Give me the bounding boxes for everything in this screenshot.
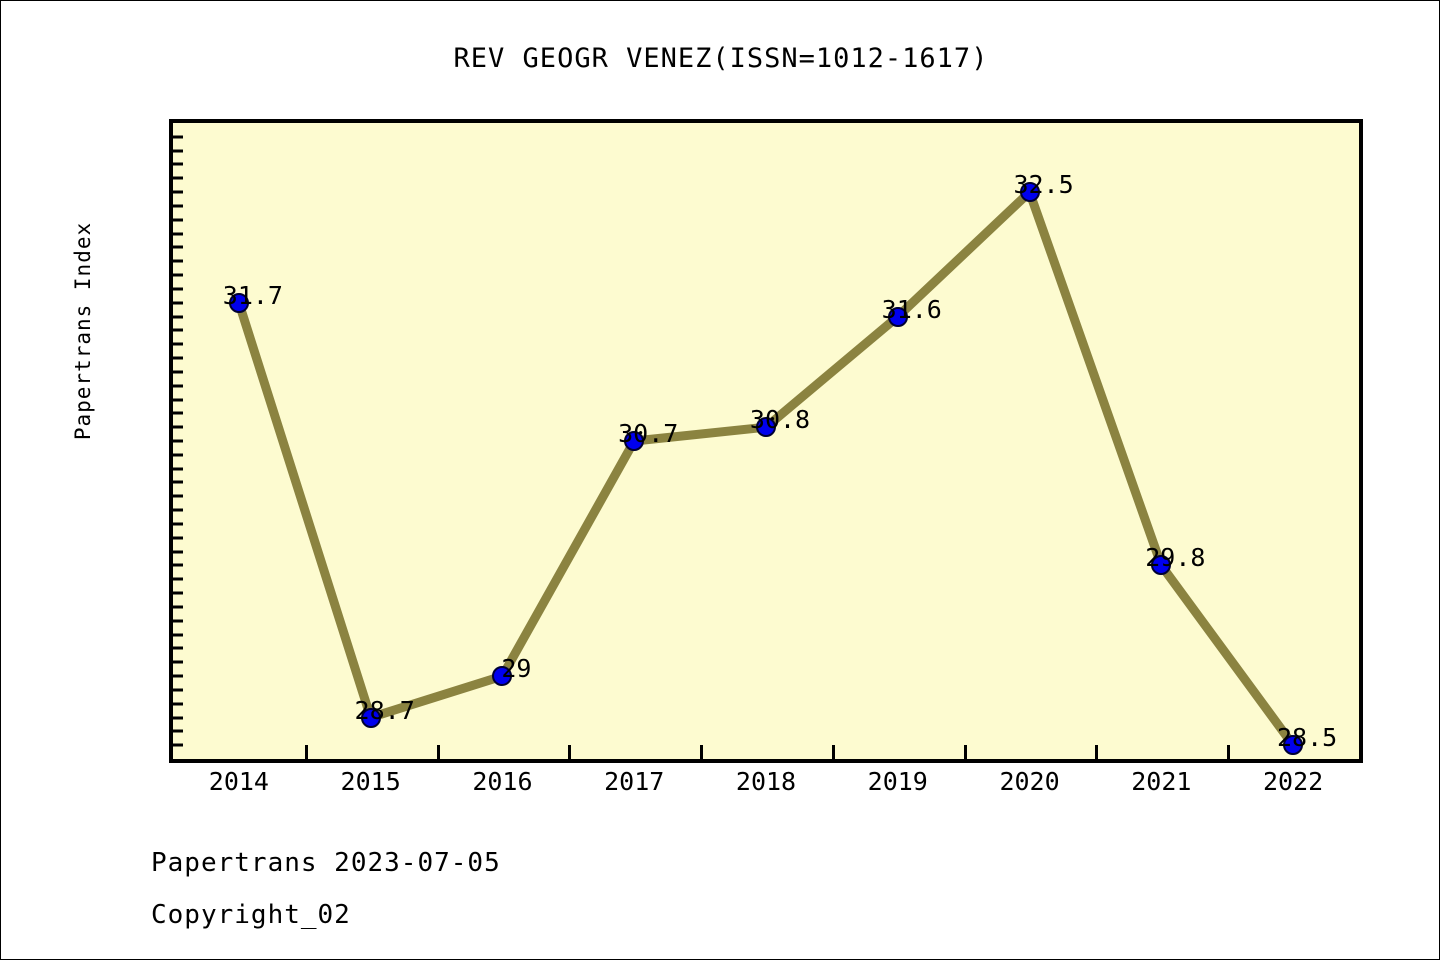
x-tick-mark bbox=[1095, 745, 1099, 759]
y-tick-mark bbox=[169, 315, 183, 319]
y-axis-title: Papertrans Index bbox=[71, 221, 95, 441]
y-tick-mark bbox=[169, 480, 183, 484]
y-minor-tick-mark bbox=[169, 411, 183, 415]
y-minor-tick-mark bbox=[169, 356, 183, 360]
y-tick-mark bbox=[169, 674, 183, 678]
plot-area bbox=[169, 119, 1363, 763]
y-minor-tick-mark bbox=[169, 550, 183, 554]
y-minor-tick-mark bbox=[169, 467, 183, 471]
data-point-label: 30.7 bbox=[618, 419, 679, 448]
x-tick-mark bbox=[1227, 745, 1231, 759]
x-tick-label: 2020 bbox=[999, 767, 1060, 796]
y-tick-mark bbox=[169, 204, 183, 208]
data-point-marker[interactable] bbox=[492, 666, 513, 687]
y-minor-tick-mark bbox=[169, 135, 183, 139]
x-tick-mark bbox=[568, 745, 572, 759]
data-point-label: 32.5 bbox=[1013, 170, 1074, 200]
x-tick-label: 2017 bbox=[604, 767, 665, 796]
y-minor-tick-mark bbox=[169, 190, 183, 194]
series-line-svg bbox=[234, 187, 1298, 750]
y-minor-tick-mark bbox=[169, 716, 183, 720]
x-tick-label: 2016 bbox=[472, 767, 533, 796]
y-tick-mark bbox=[169, 508, 183, 512]
y-minor-tick-mark bbox=[169, 577, 183, 581]
y-tick-mark bbox=[169, 591, 183, 595]
data-point-marker[interactable] bbox=[1283, 735, 1304, 756]
series-polyline bbox=[234, 187, 1298, 750]
y-tick-mark bbox=[169, 702, 183, 706]
y-minor-tick-mark bbox=[169, 245, 183, 249]
y-minor-tick-mark bbox=[169, 633, 183, 637]
y-minor-tick-mark bbox=[169, 522, 183, 526]
x-tick-mark bbox=[436, 745, 440, 759]
y-tick-mark bbox=[169, 232, 183, 236]
y-tick-mark bbox=[169, 425, 183, 429]
y-minor-tick-mark bbox=[169, 494, 183, 498]
y-tick-mark bbox=[169, 398, 183, 402]
data-point-label: 28.5 bbox=[1277, 723, 1338, 753]
data-point-label: 28.7 bbox=[354, 695, 415, 725]
data-point-marker[interactable] bbox=[624, 431, 645, 451]
x-tick-mark bbox=[304, 745, 308, 759]
data-point-marker[interactable] bbox=[360, 707, 381, 728]
y-tick-mark bbox=[169, 259, 183, 263]
data-point-marker[interactable] bbox=[756, 417, 776, 438]
x-tick-label: 2014 bbox=[208, 767, 269, 796]
data-point-marker[interactable] bbox=[1151, 555, 1172, 576]
data-point-label: 29.8 bbox=[1145, 543, 1206, 573]
y-tick-mark bbox=[169, 646, 183, 650]
y-tick-mark bbox=[169, 453, 183, 457]
data-point-marker[interactable] bbox=[887, 306, 908, 327]
data-point-marker[interactable] bbox=[228, 292, 249, 313]
data-point-label: 29 bbox=[501, 654, 532, 684]
x-tick-label: 2018 bbox=[735, 767, 797, 796]
y-minor-tick-mark bbox=[169, 439, 183, 443]
x-tick-label: 2021 bbox=[1131, 767, 1192, 796]
data-point-label: 31.7 bbox=[222, 280, 283, 310]
data-point-label: 31.6 bbox=[881, 294, 942, 324]
y-minor-tick-mark bbox=[169, 328, 183, 332]
y-tick-mark bbox=[169, 619, 183, 623]
footer-line-copyright: Copyright_02 bbox=[151, 900, 351, 930]
y-tick-mark bbox=[169, 342, 183, 346]
y-minor-tick-mark bbox=[169, 605, 183, 609]
y-tick-mark bbox=[169, 563, 183, 567]
y-minor-tick-mark bbox=[169, 384, 183, 388]
x-tick-mark bbox=[963, 745, 967, 759]
x-tick-label: 2019 bbox=[867, 767, 928, 796]
y-minor-tick-mark bbox=[169, 162, 183, 166]
y-minor-tick-mark bbox=[169, 218, 183, 222]
y-tick-mark bbox=[169, 149, 183, 153]
y-tick-mark bbox=[169, 536, 183, 540]
x-tick-mark bbox=[700, 745, 704, 759]
y-tick-mark bbox=[169, 176, 183, 180]
y-minor-tick-mark bbox=[169, 301, 183, 305]
y-minor-tick-mark bbox=[169, 688, 183, 692]
y-minor-tick-mark bbox=[169, 743, 183, 747]
data-point-marker[interactable] bbox=[1019, 182, 1040, 203]
y-minor-tick-mark bbox=[169, 660, 183, 664]
plot-inner bbox=[173, 123, 1359, 759]
footer-line-date: Papertrans 2023-07-05 bbox=[151, 848, 501, 878]
x-tick-label: 2015 bbox=[340, 767, 401, 796]
data-point-label: 30.8 bbox=[749, 405, 811, 435]
y-minor-tick-mark bbox=[169, 273, 183, 277]
x-tick-mark bbox=[831, 745, 835, 759]
y-tick-mark bbox=[169, 729, 183, 733]
chart-title: REV GEOGR VENEZ(ISSN=1012-1617) bbox=[453, 43, 989, 74]
y-tick-mark bbox=[169, 287, 183, 291]
y-tick-mark bbox=[169, 370, 183, 374]
footer: Papertrans 2023-07-05 Copyright_02 bbox=[151, 837, 501, 941]
x-tick-label: 2022 bbox=[1263, 767, 1324, 796]
